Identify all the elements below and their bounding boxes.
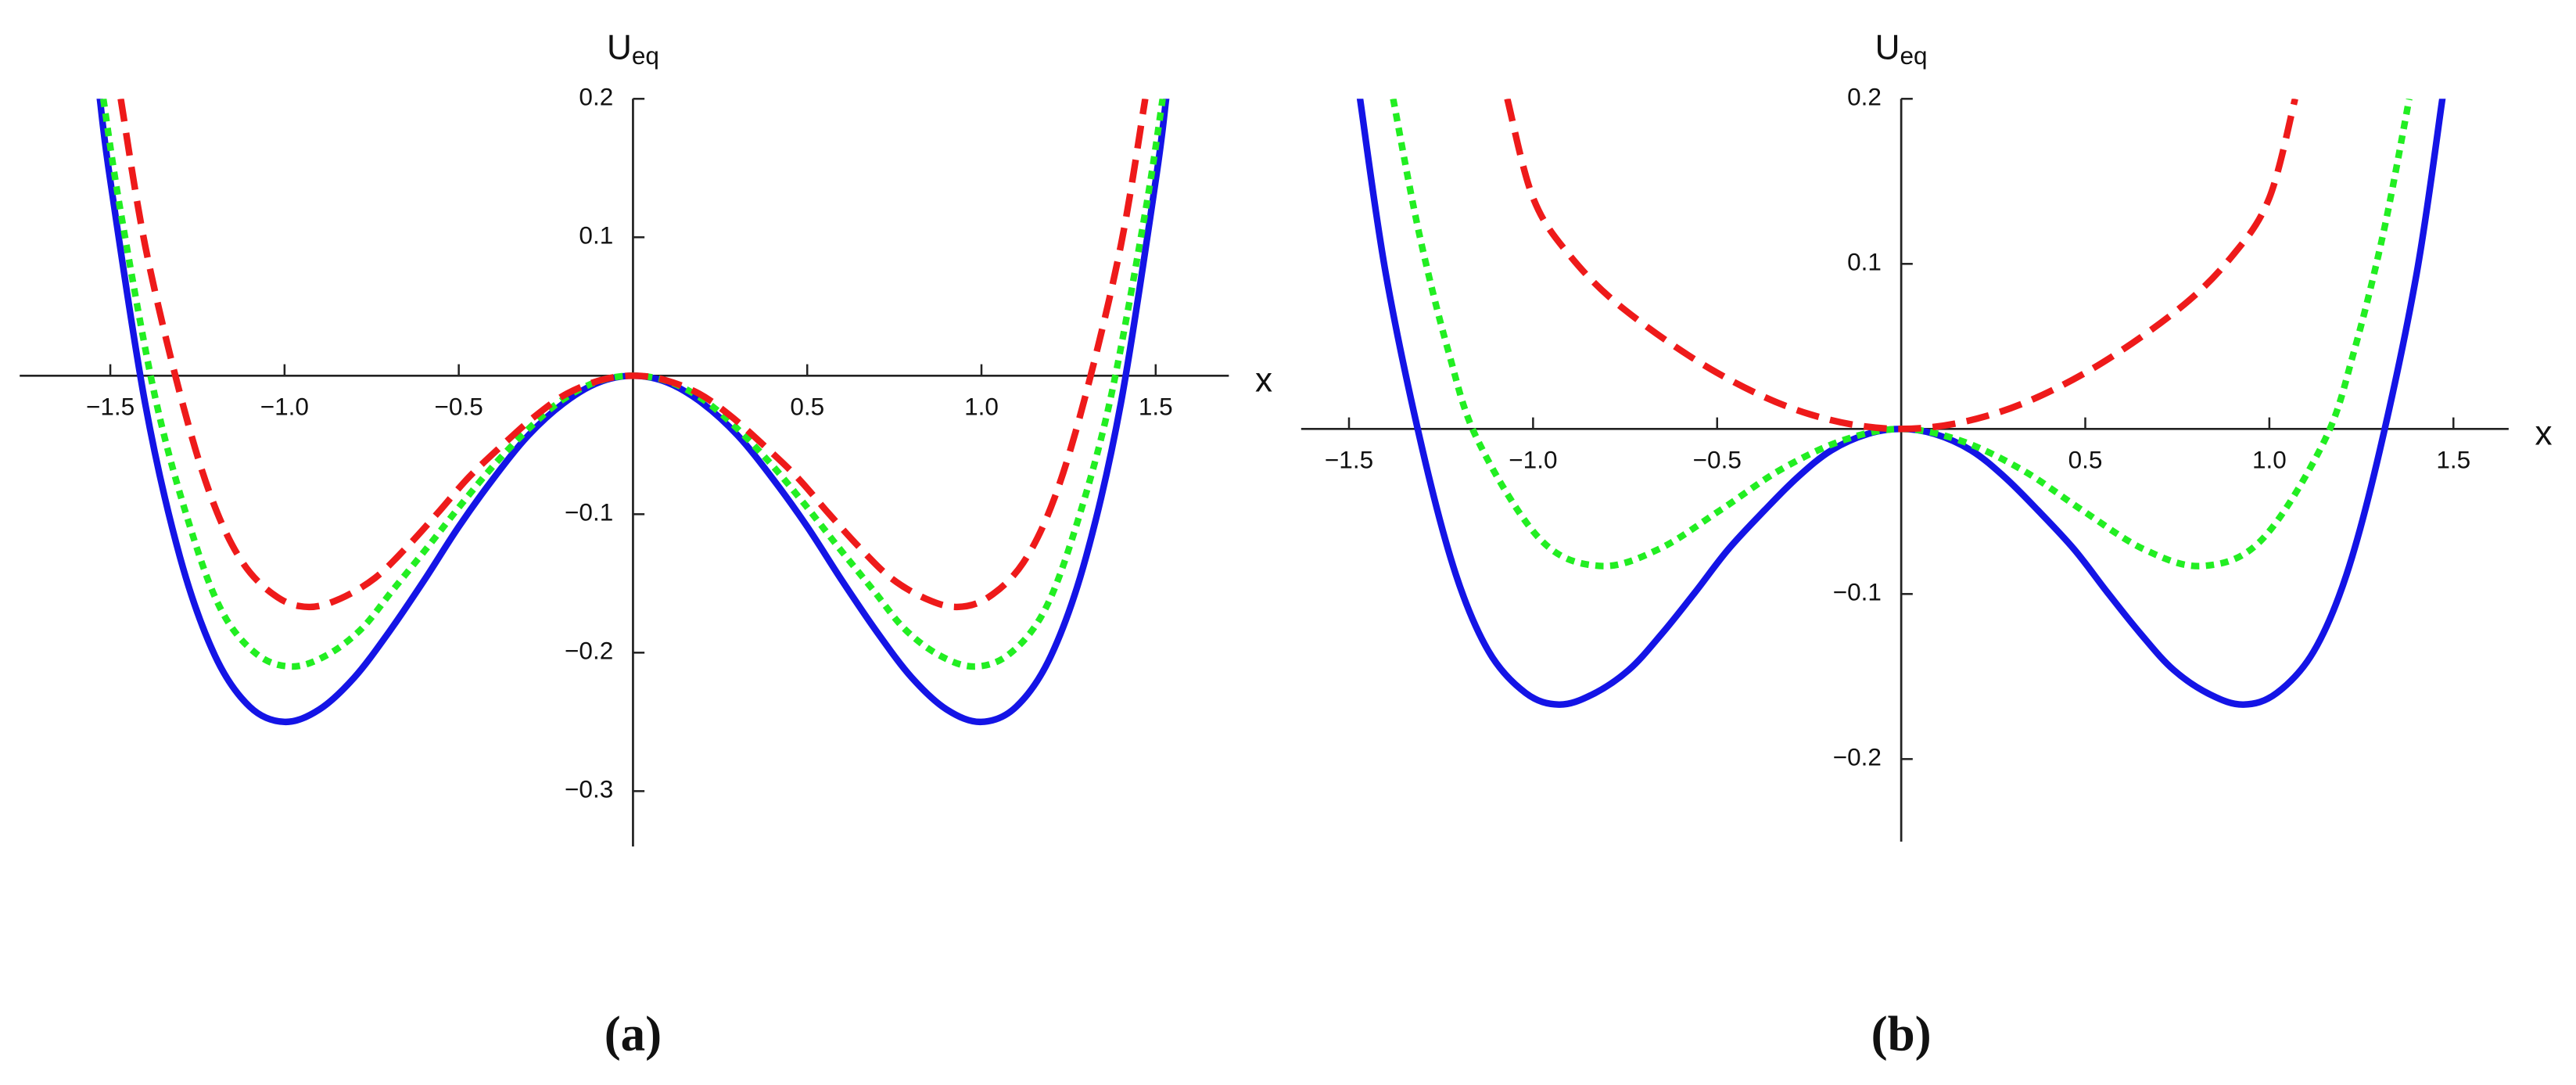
curve	[1504, 99, 2298, 433]
y-tick-label: 0.1	[1847, 248, 1882, 276]
x-tick-label: 0.5	[790, 393, 824, 421]
curve	[117, 99, 1149, 611]
y-tick-label: −0.1	[565, 498, 613, 526]
x-tick-label: 1.0	[2252, 446, 2287, 474]
y-tick-label: 0.2	[1847, 83, 1882, 111]
y-axis-label: Ueq	[1875, 28, 1928, 70]
y-tick-label: −0.2	[1833, 743, 1882, 771]
x-tick-label: 1.5	[2436, 446, 2470, 474]
x-axis-label: x	[2535, 414, 2552, 452]
panel: −1.5 −1.0 −0.5 0.5 1.0 1.5 0.2 0.1 −0.1 −0.2 x Ueq (…	[1301, 28, 2553, 1061]
x-tick-label: 1.5	[1139, 393, 1173, 421]
y-tick-label: −0.2	[565, 637, 613, 665]
x-tick-label: −1.0	[1509, 446, 1557, 474]
x-tick-label: −0.5	[435, 393, 483, 421]
x-tick-label: 1.0	[964, 393, 999, 421]
y-tick-label: −0.3	[565, 775, 613, 803]
x-tick-label: −1.5	[86, 393, 135, 421]
x-tick-label: −1.0	[260, 393, 309, 421]
x-tick-label: −0.5	[1693, 446, 1742, 474]
panel-label: (a)	[605, 1006, 662, 1061]
curves	[1356, 99, 2446, 708]
y-axis-label-main: U	[1875, 28, 1900, 66]
curves	[96, 99, 1170, 726]
y-tick-label: 0.1	[579, 221, 613, 250]
y-axis-label-sub: eq	[1900, 41, 1928, 70]
panel: −1.5 −1.0 −0.5 0.5 1.0 1.5 0.2 0.1 −0.1 −0.2 −0.3 x…	[20, 28, 1272, 1061]
x-tick-label: −1.5	[1325, 446, 1373, 474]
x-tick-label: 0.5	[2068, 446, 2103, 474]
panel-label: (b)	[1871, 1006, 1932, 1061]
y-tick-label: 0.2	[579, 83, 613, 111]
x-axis-label: x	[1255, 361, 1272, 399]
y-axis-label: Ueq	[607, 28, 659, 70]
y-tick-label: −0.1	[1833, 578, 1882, 606]
y-axis-label-sub: eq	[632, 41, 659, 70]
y-axis-label-main: U	[607, 28, 632, 66]
